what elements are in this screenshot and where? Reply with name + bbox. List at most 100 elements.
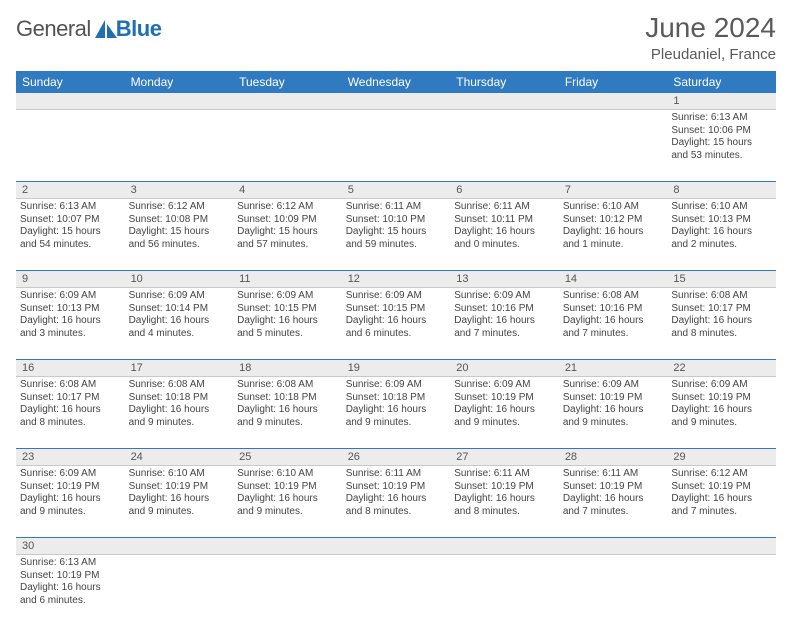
- day-daylight1: Daylight: 16 hours: [563, 493, 664, 506]
- day-number: 14: [559, 271, 668, 288]
- day-sunset: Sunset: 10:19 PM: [237, 481, 338, 494]
- day-sunset: Sunset: 10:19 PM: [20, 481, 121, 494]
- day-sunset: Sunset: 10:19 PM: [671, 481, 772, 494]
- day-daylight1: Daylight: 16 hours: [563, 404, 664, 417]
- day-cell: Sunrise: 6:08 AMSunset: 10:18 PMDaylight…: [125, 377, 234, 449]
- day-daylight1: Daylight: 16 hours: [563, 315, 664, 328]
- day-cell: Sunrise: 6:11 AMSunset: 10:19 PMDaylight…: [342, 466, 451, 538]
- day-daylight1: Daylight: 16 hours: [671, 315, 772, 328]
- weekday-header: Wednesday: [342, 71, 451, 93]
- day-daylight1: Daylight: 16 hours: [20, 315, 121, 328]
- day-daylight2: and 2 minutes.: [671, 239, 772, 252]
- day-cell: Sunrise: 6:09 AMSunset: 10:19 PMDaylight…: [450, 377, 559, 449]
- day-daylight2: and 9 minutes.: [129, 506, 230, 519]
- day-number: [667, 538, 776, 555]
- day-cell: Sunrise: 6:08 AMSunset: 10:17 PMDaylight…: [667, 288, 776, 360]
- day-number: 26: [342, 449, 451, 466]
- day-cell: [450, 555, 559, 627]
- day-number: 15: [667, 271, 776, 288]
- day-daylight2: and 7 minutes.: [563, 506, 664, 519]
- day-daylight1: Daylight: 15 hours: [671, 137, 772, 150]
- day-sunset: Sunset: 10:16 PM: [454, 303, 555, 316]
- day-sunset: Sunset: 10:19 PM: [454, 481, 555, 494]
- day-daylight1: Daylight: 16 hours: [454, 226, 555, 239]
- daynum-row: 2345678: [16, 182, 776, 199]
- day-sunset: Sunset: 10:08 PM: [129, 214, 230, 227]
- day-sunset: Sunset: 10:19 PM: [129, 481, 230, 494]
- day-sunrise: Sunrise: 6:10 AM: [563, 201, 664, 214]
- day-cell: [125, 555, 234, 627]
- day-daylight1: Daylight: 16 hours: [454, 493, 555, 506]
- week-row: Sunrise: 6:09 AMSunset: 10:13 PMDaylight…: [16, 288, 776, 360]
- day-sunrise: Sunrise: 6:09 AM: [237, 290, 338, 303]
- day-daylight1: Daylight: 16 hours: [671, 493, 772, 506]
- day-sunset: Sunset: 10:11 PM: [454, 214, 555, 227]
- day-cell: Sunrise: 6:09 AMSunset: 10:13 PMDaylight…: [16, 288, 125, 360]
- day-cell: Sunrise: 6:09 AMSunset: 10:19 PMDaylight…: [667, 377, 776, 449]
- day-cell: [559, 555, 668, 627]
- day-daylight2: and 54 minutes.: [20, 239, 121, 252]
- day-sunrise: Sunrise: 6:09 AM: [346, 290, 447, 303]
- day-sunrise: Sunrise: 6:13 AM: [20, 557, 121, 570]
- day-sunset: Sunset: 10:18 PM: [129, 392, 230, 405]
- day-sunset: Sunset: 10:06 PM: [671, 125, 772, 138]
- daynum-row: 30: [16, 538, 776, 555]
- day-cell: Sunrise: 6:08 AMSunset: 10:17 PMDaylight…: [16, 377, 125, 449]
- day-daylight2: and 4 minutes.: [129, 328, 230, 341]
- day-daylight2: and 7 minutes.: [671, 506, 772, 519]
- day-number: [342, 93, 451, 110]
- day-sunrise: Sunrise: 6:13 AM: [20, 201, 121, 214]
- day-daylight1: Daylight: 16 hours: [237, 404, 338, 417]
- logo-text-general: General: [16, 16, 91, 42]
- day-daylight2: and 0 minutes.: [454, 239, 555, 252]
- day-sunset: Sunset: 10:15 PM: [237, 303, 338, 316]
- day-daylight1: Daylight: 16 hours: [346, 404, 447, 417]
- day-cell: [450, 110, 559, 182]
- day-number: [342, 538, 451, 555]
- day-sunset: Sunset: 10:19 PM: [671, 392, 772, 405]
- page-header: General Blue June 2024 Pleudaniel, Franc…: [16, 12, 776, 63]
- daynum-row: 9101112131415: [16, 271, 776, 288]
- day-daylight2: and 8 minutes.: [454, 506, 555, 519]
- day-sunset: Sunset: 10:13 PM: [671, 214, 772, 227]
- day-number: 22: [667, 360, 776, 377]
- day-daylight2: and 9 minutes.: [20, 506, 121, 519]
- day-daylight2: and 6 minutes.: [346, 328, 447, 341]
- day-number: [233, 93, 342, 110]
- day-cell: Sunrise: 6:10 AMSunset: 10:19 PMDaylight…: [233, 466, 342, 538]
- weekday-header: Tuesday: [233, 71, 342, 93]
- day-cell: Sunrise: 6:10 AMSunset: 10:12 PMDaylight…: [559, 199, 668, 271]
- day-daylight2: and 3 minutes.: [20, 328, 121, 341]
- day-cell: Sunrise: 6:10 AMSunset: 10:19 PMDaylight…: [125, 466, 234, 538]
- day-daylight2: and 8 minutes.: [20, 417, 121, 430]
- day-daylight2: and 8 minutes.: [346, 506, 447, 519]
- day-number: 1: [667, 93, 776, 110]
- day-cell: Sunrise: 6:09 AMSunset: 10:18 PMDaylight…: [342, 377, 451, 449]
- day-daylight1: Daylight: 16 hours: [454, 315, 555, 328]
- day-sunset: Sunset: 10:19 PM: [563, 392, 664, 405]
- day-number: 16: [16, 360, 125, 377]
- day-cell: [559, 110, 668, 182]
- daynum-row: 16171819202122: [16, 360, 776, 377]
- day-sunrise: Sunrise: 6:10 AM: [129, 468, 230, 481]
- day-number: 6: [450, 182, 559, 199]
- logo: General Blue: [16, 16, 161, 42]
- day-cell: Sunrise: 6:09 AMSunset: 10:16 PMDaylight…: [450, 288, 559, 360]
- day-cell: Sunrise: 6:09 AMSunset: 10:19 PMDaylight…: [559, 377, 668, 449]
- day-sunset: Sunset: 10:18 PM: [237, 392, 338, 405]
- day-number: 25: [233, 449, 342, 466]
- day-sunset: Sunset: 10:17 PM: [671, 303, 772, 316]
- day-cell: Sunrise: 6:12 AMSunset: 10:08 PMDaylight…: [125, 199, 234, 271]
- day-daylight2: and 7 minutes.: [454, 328, 555, 341]
- day-cell: Sunrise: 6:09 AMSunset: 10:19 PMDaylight…: [16, 466, 125, 538]
- day-daylight1: Daylight: 16 hours: [671, 404, 772, 417]
- day-cell: Sunrise: 6:11 AMSunset: 10:19 PMDaylight…: [450, 466, 559, 538]
- day-number: [233, 538, 342, 555]
- day-sunset: Sunset: 10:19 PM: [454, 392, 555, 405]
- day-daylight1: Daylight: 16 hours: [237, 315, 338, 328]
- day-sunrise: Sunrise: 6:08 AM: [129, 379, 230, 392]
- weekday-header: Thursday: [450, 71, 559, 93]
- day-daylight1: Daylight: 16 hours: [563, 226, 664, 239]
- day-sunrise: Sunrise: 6:09 AM: [671, 379, 772, 392]
- day-cell: Sunrise: 6:08 AMSunset: 10:18 PMDaylight…: [233, 377, 342, 449]
